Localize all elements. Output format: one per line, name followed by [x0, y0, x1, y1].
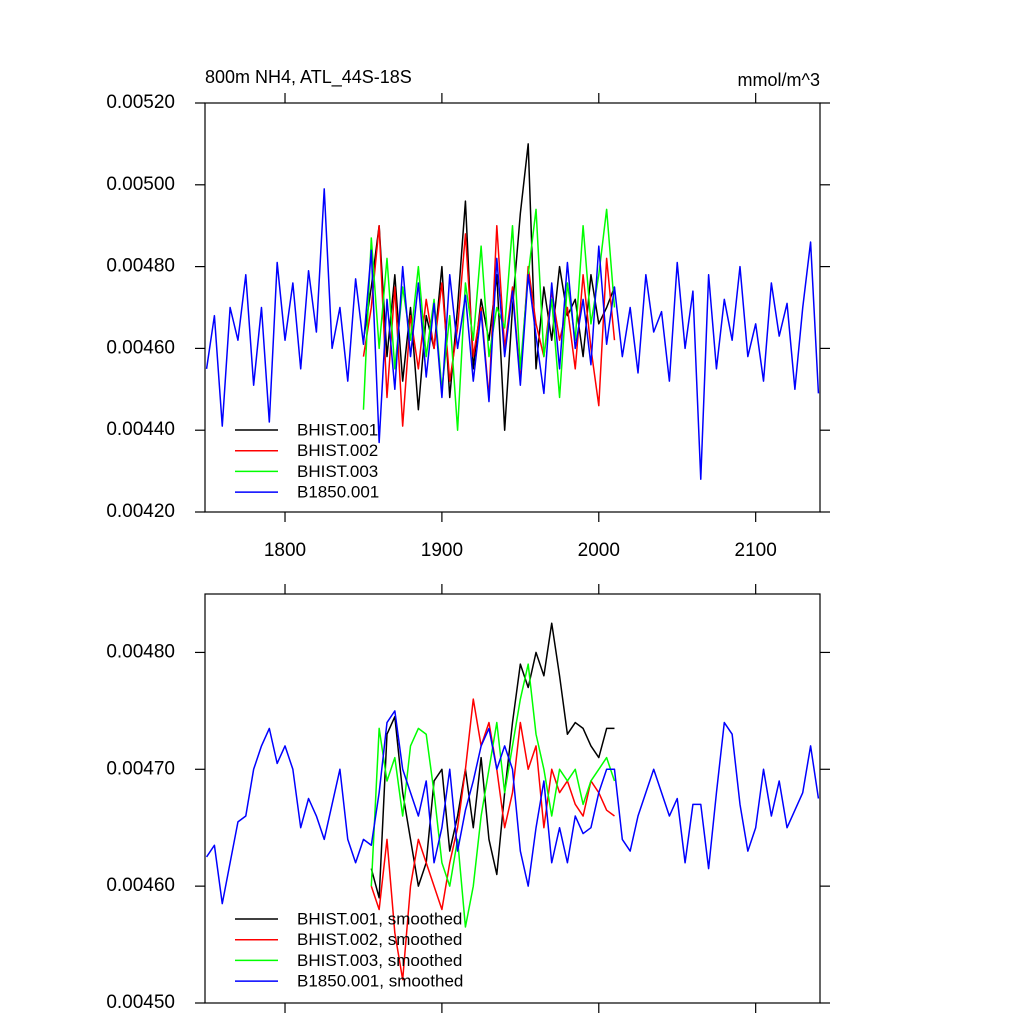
series-line: [362, 143, 616, 431]
y-tick-label: 0.00520: [106, 92, 175, 113]
units-label: mmol/m^3: [738, 70, 820, 90]
x-tick-label: 1800: [264, 540, 306, 561]
y-tick-label: 0.00440: [106, 419, 175, 440]
legend-label: B1850.001, smoothed: [297, 972, 463, 991]
legend-label: B1850.001: [297, 483, 379, 502]
series-line: [370, 663, 616, 928]
legend-label: BHIST.003: [297, 462, 378, 481]
panel: 0.00450 0.00460 0.00470 0.00480 BHIST.001, s…: [106, 584, 830, 1013]
x-tick-label: 2100: [735, 540, 777, 561]
series-line: [205, 710, 820, 905]
plot-frame: [204, 593, 821, 1004]
series-line: [205, 188, 820, 481]
legend-label: BHIST.001: [297, 420, 378, 439]
y-tick-label: 0.00470: [106, 758, 175, 779]
legend-label: BHIST.002, smoothed: [297, 930, 462, 949]
plot-frame: [204, 102, 821, 513]
chart-title: 800m NH4, ATL_44S-18S: [205, 67, 412, 88]
series-line: [370, 622, 615, 899]
y-tick-label: 0.00480: [106, 641, 175, 662]
legend-label: BHIST.003, smoothed: [297, 951, 462, 970]
y-tick-label: 0.00480: [106, 256, 175, 277]
y-tick-label: 0.00420: [106, 501, 175, 522]
x-tick-label: 2000: [578, 540, 620, 561]
legend-label: BHIST.002: [297, 441, 378, 460]
panel: 800m NH4, ATL_44S-18S mmol/m^3 0.00420 0.00…: [106, 67, 830, 561]
y-tick-label: 0.00450: [106, 992, 175, 1013]
legend-label: BHIST.001, smoothed: [297, 909, 462, 928]
x-tick-label: 1900: [421, 540, 463, 561]
y-tick-label: 0.00460: [106, 337, 175, 358]
y-tick-label: 0.00460: [106, 875, 175, 896]
y-tick-label: 0.00500: [106, 174, 175, 195]
